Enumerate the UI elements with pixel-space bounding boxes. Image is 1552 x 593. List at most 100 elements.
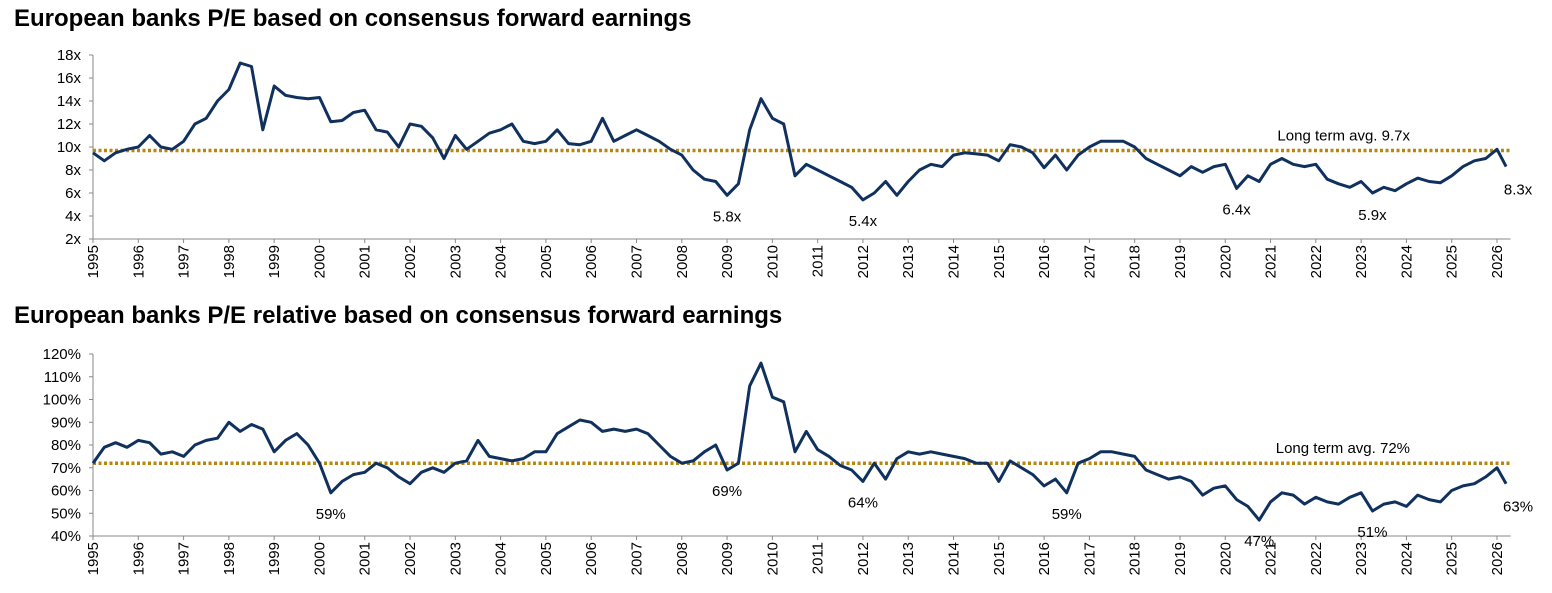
data-line (91, 361, 1508, 522)
y-tick-label: 90% (51, 414, 81, 431)
annotation: 6.4x (1222, 201, 1251, 218)
x-tick-label: 2005 (538, 245, 555, 278)
x-tick-label: 2000 (311, 542, 328, 575)
x-tick-label: 1995 (85, 245, 102, 278)
x-tick-label: 2026 (1489, 245, 1506, 278)
x-tick-label: 2012 (855, 245, 872, 278)
x-tick-label: 2011 (810, 542, 827, 574)
x-tick-label: 1998 (221, 245, 238, 278)
annotation: 5.4x (849, 213, 878, 230)
x-tick-label: 2018 (1127, 245, 1144, 278)
x-tick-label: 2011 (810, 245, 827, 277)
y-tick-label: 10x (57, 139, 82, 156)
x-tick-label: 2001 (357, 245, 374, 278)
x-tick-label: 2019 (1172, 245, 1189, 278)
x-tick-label: 2002 (402, 542, 419, 575)
x-tick-label: 2022 (1308, 542, 1325, 575)
x-tick-label: 2024 (1398, 542, 1415, 575)
y-tick-label: 110% (44, 369, 81, 386)
x-tick-label: 2017 (1081, 245, 1098, 278)
x-tick-label: 2013 (900, 245, 917, 278)
x-tick-label: 2002 (402, 245, 419, 278)
y-tick-label: 60% (51, 483, 81, 500)
chart-title: European banks P/E relative based on con… (14, 302, 782, 329)
x-tick-label: 2015 (991, 542, 1008, 575)
x-tick-label: 1995 (85, 542, 102, 575)
annotation: 5.8x (713, 208, 742, 225)
x-tick-label: 1996 (130, 245, 147, 278)
x-tick-label: 2005 (538, 542, 555, 575)
annotation: 51% (1357, 524, 1387, 541)
y-tick-label: 50% (51, 505, 81, 522)
average-label: Long term avg. 9.7x (1277, 127, 1410, 144)
y-tick-label: 8x (65, 162, 81, 179)
x-tick-label: 2022 (1308, 245, 1325, 278)
x-tick-label: 2009 (719, 245, 736, 278)
x-tick-label: 1999 (266, 245, 283, 278)
x-tick-label: 2016 (1036, 245, 1053, 278)
annotation: 59% (316, 506, 346, 523)
x-tick-label: 1996 (130, 542, 147, 575)
annotation: 64% (848, 494, 878, 511)
y-tick-label: 4x (65, 208, 81, 225)
y-tick-label: 100% (43, 392, 81, 409)
x-tick-label: 2021 (1263, 245, 1280, 278)
x-tick-label: 2014 (946, 542, 963, 575)
x-tick-label: 2024 (1398, 245, 1415, 278)
chart-title: European banks P/E based on consensus fo… (14, 5, 692, 32)
x-tick-label: 2004 (493, 245, 510, 278)
x-tick-label: 2001 (357, 542, 374, 575)
y-tick-label: 2x (65, 231, 81, 248)
x-tick-label: 2025 (1444, 542, 1461, 575)
x-tick-label: 1998 (221, 542, 238, 575)
y-tick-label: 80% (51, 437, 81, 454)
x-tick-label: 2023 (1353, 245, 1370, 278)
x-tick-label: 1997 (176, 245, 193, 278)
x-tick-label: 1999 (266, 542, 283, 575)
y-tick-label: 6x (65, 185, 81, 202)
annotation: 59% (1052, 506, 1082, 523)
y-tick-label: 40% (51, 528, 81, 545)
x-tick-label: 2008 (674, 542, 691, 575)
x-tick-label: 2018 (1127, 542, 1144, 575)
x-tick-label: 2006 (583, 542, 600, 575)
x-tick-label: 2003 (447, 245, 464, 278)
y-tick-label: 120% (43, 346, 81, 363)
annotation: 63% (1503, 499, 1533, 516)
y-tick-label: 16x (57, 70, 82, 87)
x-tick-label: 2007 (628, 542, 645, 575)
x-tick-label: 2006 (583, 245, 600, 278)
x-tick-label: 2020 (1217, 542, 1234, 575)
x-tick-label: 2020 (1217, 245, 1234, 278)
average-label: Long term avg. 72% (1276, 440, 1410, 457)
y-tick-label: 70% (51, 460, 81, 477)
x-tick-label: 1997 (176, 542, 193, 575)
data-line (92, 61, 1508, 202)
x-tick-label: 2004 (493, 542, 510, 575)
x-tick-label: 2013 (900, 542, 917, 575)
x-tick-label: 2012 (855, 542, 872, 575)
annotation: 8.3x (1504, 182, 1533, 199)
annotation: 5.9x (1358, 207, 1387, 224)
x-tick-label: 2003 (447, 542, 464, 575)
annotation: 69% (712, 483, 742, 500)
x-tick-label: 2026 (1489, 542, 1506, 575)
y-tick-label: 18x (57, 47, 82, 64)
y-tick-label: 12x (57, 116, 82, 133)
x-tick-label: 2015 (991, 245, 1008, 278)
x-tick-label: 2000 (311, 245, 328, 278)
x-tick-label: 2008 (674, 245, 691, 278)
x-tick-label: 2017 (1081, 542, 1098, 575)
annotation: 47% (1244, 533, 1274, 550)
x-tick-label: 2016 (1036, 542, 1053, 575)
x-tick-label: 2025 (1444, 245, 1461, 278)
x-tick-label: 2007 (628, 245, 645, 278)
y-tick-label: 14x (57, 93, 82, 110)
x-tick-label: 2010 (764, 245, 781, 278)
x-tick-label: 2014 (946, 245, 963, 278)
x-tick-label: 2009 (719, 542, 736, 575)
x-tick-label: 2023 (1353, 542, 1370, 575)
x-tick-label: 2010 (764, 542, 781, 575)
x-tick-label: 2021 (1263, 542, 1280, 575)
